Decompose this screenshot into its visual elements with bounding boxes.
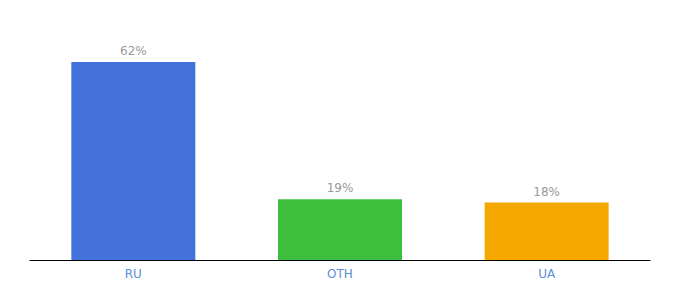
svg-text:UA: UA — [538, 267, 556, 281]
svg-text:OTH: OTH — [327, 267, 353, 281]
svg-text:62%: 62% — [120, 44, 147, 58]
svg-text:19%: 19% — [327, 181, 354, 195]
svg-text:RU: RU — [125, 267, 142, 281]
svg-text:18%: 18% — [533, 185, 560, 199]
